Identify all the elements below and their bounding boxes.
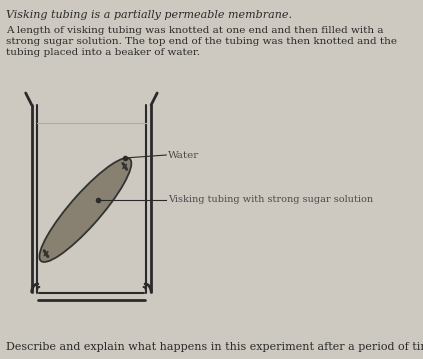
Ellipse shape — [39, 158, 132, 262]
Text: A length of visking tubing was knotted at one end and then filled with a: A length of visking tubing was knotted a… — [6, 26, 384, 35]
Text: Water: Water — [168, 150, 199, 159]
Text: Visking tubing with strong sugar solution: Visking tubing with strong sugar solutio… — [168, 196, 373, 205]
Text: strong sugar solution. The top end of the tubing was then knotted and the: strong sugar solution. The top end of th… — [6, 37, 397, 46]
Text: Describe and explain what happens in this experiment after a period of tim: Describe and explain what happens in thi… — [6, 342, 423, 352]
Text: tubing placed into a beaker of water.: tubing placed into a beaker of water. — [6, 48, 200, 57]
Text: Visking tubing is a partially permeable membrane.: Visking tubing is a partially permeable … — [6, 10, 292, 20]
